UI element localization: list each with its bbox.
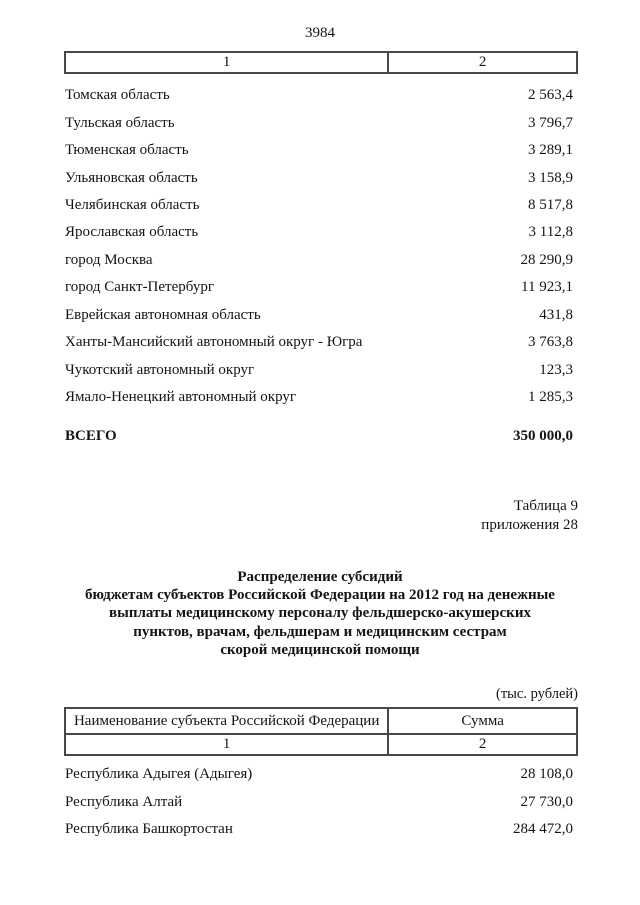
table-caption: Таблица 9 приложения 28 bbox=[65, 497, 578, 534]
region-amount: 1 285,3 bbox=[528, 389, 573, 406]
region-name: Республика Башкортостан bbox=[65, 821, 233, 838]
region-row: Ульяновская область 3 158,9 bbox=[65, 164, 578, 191]
region-row: Республика Адыгея (Адыгея) 28 108,0 bbox=[65, 761, 578, 788]
column-number-cell-2: 2 bbox=[478, 736, 487, 752]
document-title: Распределение субсидий бюджетам субъекто… bbox=[33, 568, 607, 659]
subsidy-table-rows: Республика Адыгея (Адыгея) 28 108,0 Респ… bbox=[65, 761, 578, 843]
column-number-row: 1 2 bbox=[66, 733, 576, 754]
column-number-cell-2: 2 bbox=[478, 54, 487, 70]
caption-line-1: Таблица 9 bbox=[513, 498, 578, 514]
region-amount: 28 108,0 bbox=[520, 766, 574, 783]
region-name: Тюменская область bbox=[65, 142, 189, 159]
subsidy-table-header: Наименование субъекта Российской Федерац… bbox=[64, 707, 578, 756]
region-amount: 28 290,9 bbox=[520, 251, 574, 268]
continuation-table-header: 1 2 bbox=[64, 51, 578, 74]
region-row: Чукотский автономный округ 123,3 bbox=[65, 356, 578, 383]
total-value: 350 000,0 bbox=[513, 428, 573, 445]
total-label: ВСЕГО bbox=[65, 428, 117, 445]
region-name: Республика Адыгея (Адыгея) bbox=[65, 766, 253, 783]
document-title-line: выплаты медицинскому персоналу фельдшерс… bbox=[109, 605, 531, 622]
region-name: город Санкт-Петербург bbox=[65, 279, 214, 296]
region-row: Еврейская автономная область 431,8 bbox=[65, 302, 578, 329]
region-name: Республика Алтай bbox=[65, 793, 183, 810]
region-name: Ханты-Мансийский автономный округ - Югра bbox=[65, 334, 363, 351]
region-amount: 431,8 bbox=[539, 306, 573, 323]
region-amount: 2 563,4 bbox=[528, 87, 573, 104]
document-title-line: пунктов, врачам, фельдшерам и медицински… bbox=[133, 623, 507, 640]
region-amount: 8 517,8 bbox=[528, 196, 573, 213]
header-cell-subject: Наименование субъекта Российской Федерац… bbox=[66, 709, 390, 733]
region-amount: 284 472,0 bbox=[513, 821, 573, 838]
region-amount: 3 796,7 bbox=[528, 114, 573, 131]
region-name: Томская область bbox=[65, 87, 170, 104]
region-amount: 3 112,8 bbox=[528, 224, 573, 241]
column-number-cell-1: 1 bbox=[66, 53, 390, 72]
continuation-table-rows: Томская область 2 563,4 Тульская область… bbox=[65, 82, 578, 411]
document-title-line: скорой медицинской помощи bbox=[220, 641, 420, 658]
document-title-line: бюджетам субъектов Российской Федерации … bbox=[85, 587, 555, 604]
region-name: город Москва bbox=[65, 251, 153, 268]
region-row: Челябинская область 8 517,8 bbox=[65, 192, 578, 219]
region-amount: 27 730,0 bbox=[520, 793, 574, 810]
region-row: город Санкт-Петербург 11 923,1 bbox=[65, 274, 578, 301]
region-name: Ярославская область bbox=[65, 224, 199, 241]
region-row: Республика Башкортостан 284 472,0 bbox=[65, 816, 578, 843]
units-note: (тыс. рублей) bbox=[496, 686, 578, 702]
region-row: Ярославская область 3 112,8 bbox=[65, 219, 578, 246]
region-row: Тюменская область 3 289,1 bbox=[65, 137, 578, 164]
region-name: Чукотский автономный округ bbox=[65, 361, 255, 378]
region-name: Тульская область bbox=[65, 114, 175, 131]
header-row: Наименование субъекта Российской Федерац… bbox=[66, 709, 576, 733]
region-amount: 123,3 bbox=[539, 361, 573, 378]
header-cell-sum: Сумма bbox=[461, 712, 504, 729]
region-amount: 3 289,1 bbox=[528, 142, 573, 159]
region-name: Челябинская область bbox=[65, 196, 200, 213]
region-row: Республика Алтай 27 730,0 bbox=[65, 788, 578, 815]
region-name: Еврейская автономная область bbox=[65, 306, 261, 323]
total-row: ВСЕГО 350 000,0 bbox=[65, 423, 578, 450]
region-row: Томская область 2 563,4 bbox=[65, 82, 578, 109]
region-amount: 11 923,1 bbox=[521, 279, 573, 296]
region-row: город Москва 28 290,9 bbox=[65, 247, 578, 274]
region-amount: 3 158,9 bbox=[528, 169, 573, 186]
region-name: Ямало-Ненецкий автономный округ bbox=[65, 389, 297, 406]
column-number-cell-1: 1 bbox=[66, 735, 390, 754]
region-row: Ханты-Мансийский автономный округ - Югра… bbox=[65, 329, 578, 356]
page-number: 3984 bbox=[305, 25, 335, 41]
region-row: Ямало-Ненецкий автономный округ 1 285,3 bbox=[65, 384, 578, 411]
region-name: Ульяновская область bbox=[65, 169, 198, 186]
region-amount: 3 763,8 bbox=[528, 334, 573, 351]
document-title-line: Распределение субсидий bbox=[237, 569, 403, 585]
region-row: Тульская область 3 796,7 bbox=[65, 109, 578, 136]
caption-line-2: приложения 28 bbox=[481, 516, 578, 533]
column-number-row: 1 2 bbox=[66, 53, 576, 72]
